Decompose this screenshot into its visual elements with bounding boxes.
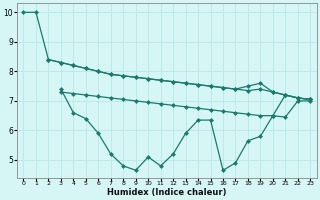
X-axis label: Humidex (Indice chaleur): Humidex (Indice chaleur) (107, 188, 227, 197)
